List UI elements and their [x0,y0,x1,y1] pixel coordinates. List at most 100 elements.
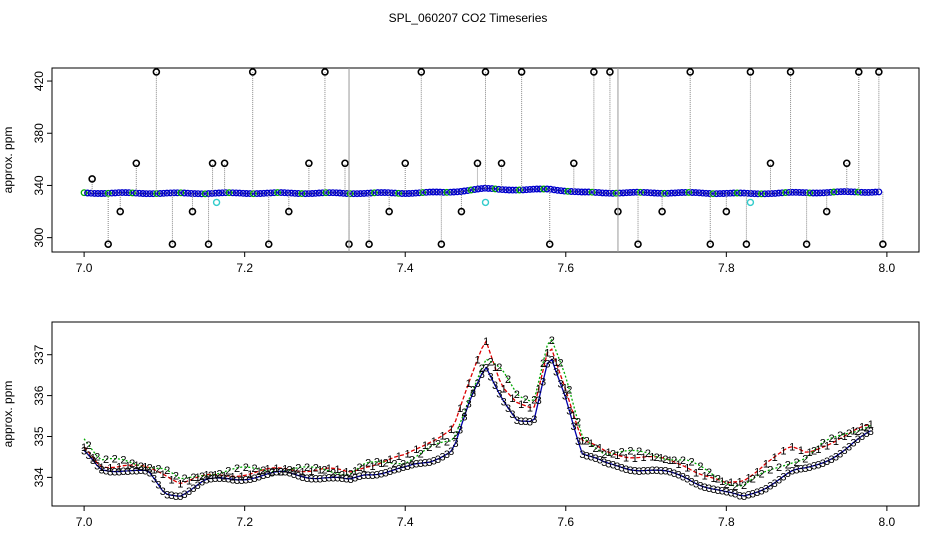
series-marker-3: 3 [177,491,183,503]
series-marker-3: 3 [474,378,480,390]
baseline-point [716,190,724,198]
baseline-point [236,189,244,197]
baseline-point [191,190,199,198]
series-marker-2: 2 [680,455,686,467]
baseline-point [871,188,879,196]
y-tick-label: 420 [32,71,46,91]
series-marker-2: 2 [706,467,712,479]
spike-point [634,240,642,248]
series-line-2 [83,338,872,487]
series-marker-2: 2 [837,430,843,442]
baseline-point [519,186,527,194]
series-marker-1: 1 [710,473,716,485]
baseline-point [809,189,817,197]
series-marker-2: 2 [453,430,459,442]
spike-point [264,240,273,248]
series-marker-1: 1 [754,466,760,478]
series-marker-3: 3 [632,466,638,478]
series-marker-3: 3 [837,448,843,460]
series-marker-1: 1 [562,382,568,394]
series-marker-3: 3 [601,457,607,469]
series-marker-1: 1 [413,444,419,456]
series-marker-3: 3 [147,468,153,480]
series-marker-3: 3 [505,403,511,415]
series-marker-1: 1 [850,426,856,438]
baseline-point [768,190,776,198]
series-marker-2: 2 [260,465,266,477]
series-marker-3: 3 [850,438,856,450]
series-marker-3: 3 [741,491,747,503]
series-marker-1: 1 [667,455,673,467]
series-marker-2: 2 [199,471,205,483]
series-marker-2: 2 [164,465,170,477]
baseline-point [111,189,119,197]
baseline-point [516,186,523,194]
baseline-point [408,189,416,197]
series-marker-3: 3 [654,465,660,477]
spike-point [248,68,257,76]
baseline-point [775,189,783,197]
series-marker-3: 3 [85,450,91,462]
baseline-point [505,186,513,194]
series-marker-1: 1 [186,476,192,488]
series-marker-3: 3 [278,466,284,478]
baseline-point [488,185,496,193]
series-marker-1: 1 [273,463,279,475]
spike-point [204,240,213,248]
baseline-point [688,189,696,196]
series-marker-3: 3 [243,475,249,487]
baseline-point [816,189,824,197]
baseline-point [685,188,693,196]
series-marker-1: 1 [807,447,813,459]
baseline-point [847,188,855,196]
baseline-point [201,190,209,198]
series-marker-1: 1 [606,447,612,459]
baseline-point [858,188,866,196]
series-marker-2: 2 [846,428,852,440]
baseline-point [453,188,461,196]
baseline-point [332,189,340,197]
series-marker-2: 2 [522,394,528,406]
baseline-point [315,189,323,197]
series-marker-3: 3 [675,470,681,482]
baseline-point [246,190,254,198]
series-marker-3: 3 [557,379,563,391]
baseline-point [284,189,292,197]
series-marker-3: 3 [863,428,869,440]
series-marker-3: 3 [252,473,258,485]
baseline-point [243,190,250,197]
series-marker-3: 3 [710,484,716,496]
series-marker-2: 2 [243,462,249,474]
baseline-point [232,189,240,197]
series-marker-3: 3 [649,465,655,477]
series-marker-2: 2 [610,449,616,461]
baseline-point [260,189,268,197]
series-marker-3: 3 [164,489,170,501]
series-marker-3: 3 [326,473,332,485]
series-marker-2: 2 [697,461,703,473]
spike-point [706,240,715,248]
series-marker-1: 1 [675,459,681,471]
series-marker-3: 3 [151,473,157,485]
y-tick-label: 337 [32,344,46,364]
baseline-point [270,189,278,197]
series-marker-3: 3 [789,466,795,478]
baseline-point [844,188,852,196]
baseline-point [630,188,637,196]
spike-point [305,159,313,168]
baseline-point [598,189,606,197]
baseline-point [740,189,748,197]
spike-point [152,68,161,76]
series-marker-3: 3 [444,449,450,461]
baseline-point [367,189,375,197]
baseline-point [364,189,371,197]
series-marker-2: 2 [793,457,799,469]
series-marker-2: 2 [400,459,406,471]
series-marker-3: 3 [269,468,275,480]
baseline-point [595,189,603,197]
series-marker-1: 1 [396,451,402,463]
series-marker-2: 2 [365,458,371,470]
series-marker-3: 3 [483,363,489,375]
series-marker-1: 1 [684,463,690,475]
flagged-point [481,198,490,207]
